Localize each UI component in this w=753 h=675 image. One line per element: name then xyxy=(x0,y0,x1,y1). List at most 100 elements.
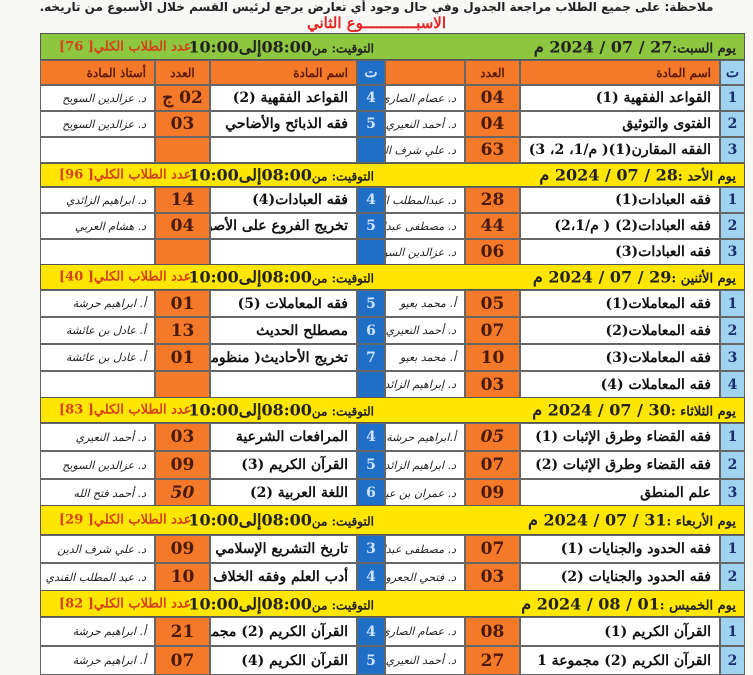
row-number: 1 xyxy=(720,535,745,563)
subject-name: الفقه المقارن(1)( م/1، 2، 3) xyxy=(520,137,720,163)
subject-name: فقه العبادات(1) xyxy=(520,187,720,213)
subject-name: المرافعات الشرعية xyxy=(210,423,357,451)
time-label: التوقيت: من xyxy=(311,271,374,286)
teacher-name: د. ابراهيم الزائدي xyxy=(40,187,155,213)
column-header-teacher: أستاذ المادة xyxy=(40,60,155,85)
subject-name: أدب العلم وفقه الخلاف xyxy=(210,563,357,591)
time-value: 08:00إلى10:00 xyxy=(188,37,312,56)
row-number: 4 xyxy=(357,617,385,646)
teacher-name: د. أحمد فتح الله xyxy=(40,479,155,507)
subject-name: اللغة العربية (2) xyxy=(210,479,357,507)
teacher-name: د. فتحي الجعرود xyxy=(385,563,465,591)
row-number xyxy=(357,371,385,398)
row-number: 4 xyxy=(357,563,385,591)
subject-name: مصطلح الحديث xyxy=(210,317,357,344)
student-count: 14 xyxy=(155,187,210,213)
teacher-name: د. أحمد النعيري xyxy=(40,423,155,451)
row-number: 2 xyxy=(720,317,745,344)
row-number: 7 xyxy=(357,344,385,371)
column-header-subject: اسم المادة xyxy=(520,60,720,85)
subject-name: فقه القضاء وطرق الإثبات (1) xyxy=(520,423,720,451)
teacher-name: د. عبد المطلب القندي xyxy=(40,563,155,591)
day-label: يوم الأربعاء : xyxy=(666,514,736,530)
column-header-no: ت xyxy=(720,60,745,85)
teacher-name xyxy=(40,137,155,163)
day-date: يوم الثلاثاء :30 / 07 / 2024 م xyxy=(532,401,736,420)
teacher-name: د. عزالدين السويح xyxy=(40,85,155,111)
subject-name: فقه الحدود والجنايات (1) xyxy=(520,535,720,563)
teacher-name: د. عصام الصاري xyxy=(385,85,465,111)
day-header-bar: يوم الثلاثاء :30 / 07 / 2024 م التوقيت: م… xyxy=(40,397,745,423)
subject-name: القرآن الكريم (2) مجموعة 3 xyxy=(210,617,357,646)
student-count: 27 xyxy=(465,646,520,675)
subject-name: فقه العبادات(3) xyxy=(520,239,720,265)
student-count: 28 xyxy=(465,187,520,213)
student-count: 07 xyxy=(155,646,210,675)
row-number: 5 xyxy=(357,290,385,317)
row-number: 2 xyxy=(720,111,745,137)
row-number: 1 xyxy=(720,423,745,451)
subject-name: فقه المعاملات(1) xyxy=(520,290,720,317)
row-number: 5 xyxy=(357,213,385,239)
row-number: 4 xyxy=(357,423,385,451)
row-number: 2 xyxy=(720,646,745,675)
time-value: 08:00إلى10:00 xyxy=(188,165,312,185)
student-count: 04 xyxy=(465,85,520,111)
student-count: 07 xyxy=(465,535,520,563)
column-header-subject: اسم المادة xyxy=(210,60,357,85)
day-date: يوم السبت:27 / 07 / 2024 م xyxy=(534,37,736,56)
teacher-name: د. عمران بن عيسى xyxy=(385,479,465,507)
subject-name: فقه الحدود والجنايات (2) xyxy=(520,563,720,591)
total-students: عدد الطلاب الكلي[ 76] xyxy=(59,39,192,54)
row-number: 6 xyxy=(357,479,385,507)
student-count: 10 xyxy=(155,563,210,591)
column-header-teacher xyxy=(385,60,465,85)
student-count: 05 xyxy=(465,423,520,451)
row-number: 1 xyxy=(720,85,745,111)
subject-name xyxy=(210,371,357,398)
teacher-name: د. أحمد النعيري xyxy=(385,111,465,137)
student-count xyxy=(155,137,210,163)
teacher-name: أ. محمد بعيو xyxy=(385,344,465,371)
row-number: 6 xyxy=(357,317,385,344)
subject-name: تخريج الفروع على الأصول xyxy=(210,213,357,239)
subject-name: فقه القضاء وطرق الإثبات (2) xyxy=(520,451,720,479)
exam-time: التوقيت: من08:00إلى10:00 xyxy=(188,511,374,530)
teacher-name: د. عزالدين السويح xyxy=(40,111,155,137)
day-date: يوم الأثنين :29 / 07 / 2024 م xyxy=(533,268,736,287)
row-number: 5 xyxy=(357,646,385,675)
exam-time: التوقيت: من08:00إلى10:00 xyxy=(188,268,374,287)
student-count: 08 xyxy=(465,617,520,646)
subject-name: القرآن الكريم (3) xyxy=(210,451,357,479)
exam-time: التوقيت: من08:00إلى10:00 xyxy=(188,37,374,56)
day-header-bar: يوم الخميس :01 / 08 / 2024 م التوقيت: من0… xyxy=(40,590,745,617)
row-number: 3 xyxy=(357,535,385,563)
time-value: 08:00إلى10:00 xyxy=(188,400,312,420)
subject-name: الفتوى والتوثيق xyxy=(520,111,720,137)
row-number: 1 xyxy=(720,617,745,646)
day-label: يوم الأحد : xyxy=(677,169,736,185)
student-count xyxy=(155,371,210,398)
student-count: 04 xyxy=(155,213,210,239)
row-number: 1 xyxy=(720,290,745,317)
teacher-name: أ. ابراهيم حرشة xyxy=(40,290,155,317)
subject-name: فقه الذبائح والأضاحي xyxy=(210,111,357,137)
teacher-name: أ. ابراهيم حرشة xyxy=(40,646,155,675)
row-number: 4 xyxy=(357,187,385,213)
teacher-name xyxy=(40,371,155,398)
column-header-count: العدد xyxy=(465,60,520,85)
day-header-bar: يوم الأربعاء :31 / 07 / 2024 م التوقيت: م… xyxy=(40,505,745,535)
row-number: 4 xyxy=(357,85,385,111)
day-label: يوم الثلاثاء : xyxy=(670,404,736,420)
student-count: 09 xyxy=(465,479,520,507)
subject-name: فقه المعاملات (5) xyxy=(210,290,357,317)
row-number xyxy=(357,137,385,163)
row-number: 3 xyxy=(720,479,745,507)
student-count: 10 xyxy=(465,344,520,371)
total-students: عدد الطلاب الكلي[ 40] xyxy=(59,269,192,285)
row-number: 2 xyxy=(720,213,745,239)
student-count: 03 xyxy=(155,111,210,137)
subject-name: القرآن الكريم (1) xyxy=(520,617,720,646)
column-header-count: العدد xyxy=(155,60,210,85)
total-students: عدد الطلاب الكلي[ 29] xyxy=(59,512,192,528)
